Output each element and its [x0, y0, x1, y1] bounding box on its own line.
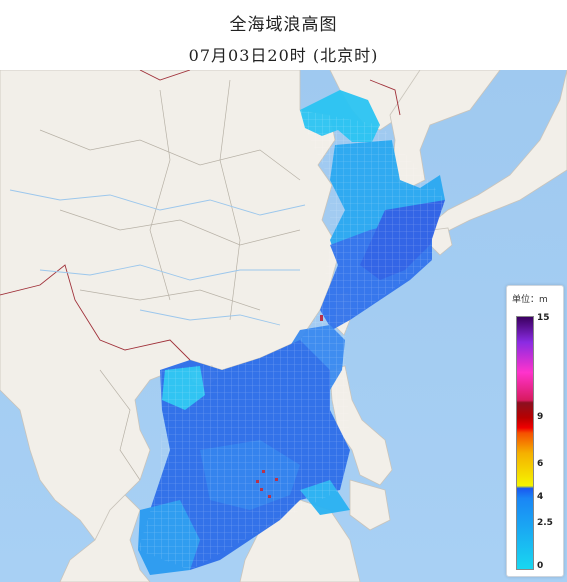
- wave-height-map[interactable]: [0, 70, 567, 582]
- legend-tick-15: 15: [537, 313, 550, 323]
- legend-unit-label: 单位：m: [512, 295, 548, 305]
- legend-tick-6: 6: [537, 459, 544, 469]
- wave-height-field: [138, 90, 445, 575]
- legend-tick-0: 0: [537, 561, 544, 571]
- province-borders: [39, 79, 301, 481]
- mindanao-land: [349, 479, 391, 531]
- map-subtitle: 07月03日20时 (北京时): [188, 46, 379, 65]
- legend-tick-9: 9: [537, 412, 544, 422]
- wave-height-legend: 单位：m 15 9 6 4 2.5 0: [506, 285, 564, 577]
- legend-color-bar: [516, 316, 534, 570]
- legend-tick-2-5: 2.5: [537, 518, 553, 528]
- rivers: [9, 189, 306, 326]
- map-title: 全海域浪高图: [229, 15, 338, 35]
- wave-hotspots: [256, 315, 323, 498]
- legend-tick-4: 4: [537, 492, 544, 502]
- malay-land: [59, 494, 151, 582]
- national-borders: [0, 70, 401, 361]
